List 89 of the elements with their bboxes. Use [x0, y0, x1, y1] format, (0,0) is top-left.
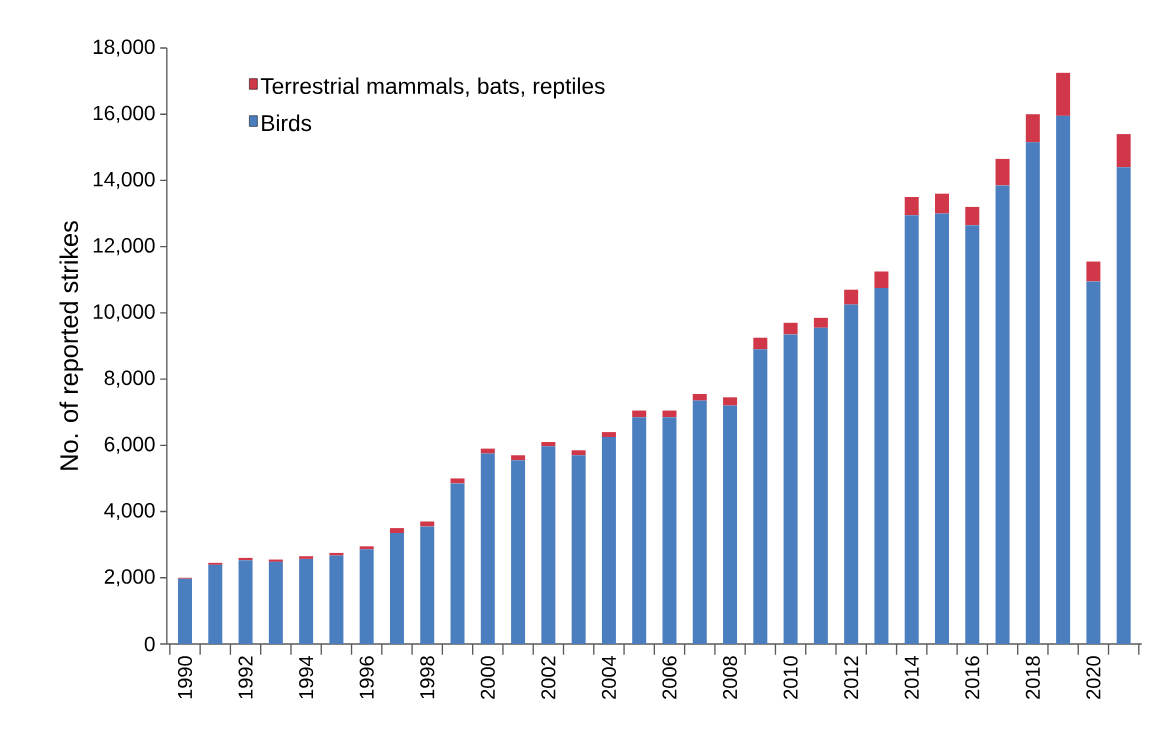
bar [359, 546, 374, 550]
y-tick-label: 0 [144, 636, 155, 652]
x-tick-label: 2012 [844, 656, 859, 699]
bar [995, 158, 1010, 186]
bar [601, 437, 616, 644]
bar [511, 455, 526, 461]
x-tick-label: 2020 [1086, 656, 1101, 699]
bar [601, 432, 616, 438]
bar [813, 327, 828, 644]
bar [1086, 281, 1101, 644]
y-tick-label: 14,000 [93, 171, 155, 189]
x-tick-label: 2002 [541, 656, 556, 699]
legend-label: Terrestrial mammals, bats, reptiles [260, 77, 605, 99]
bar [813, 317, 828, 328]
bar [420, 521, 435, 527]
y-tick-label: 16,000 [93, 105, 155, 123]
bar [934, 193, 949, 214]
bar [178, 578, 192, 644]
bar [541, 442, 556, 447]
bar [1025, 114, 1040, 143]
bar [783, 322, 798, 335]
y-tick-label: 6,000 [104, 436, 155, 454]
x-tick-label: 2016 [965, 656, 980, 699]
x-tick-label: 2014 [904, 655, 919, 699]
bar [1086, 261, 1101, 282]
bar [389, 533, 404, 644]
x-tick-label: 1990 [177, 656, 193, 699]
bar [541, 446, 556, 644]
bar [389, 528, 404, 534]
bar [480, 453, 495, 644]
bar [1116, 134, 1131, 168]
x-tick-label: 2004 [601, 655, 616, 699]
bar [753, 337, 768, 350]
bar [299, 556, 314, 559]
bar [723, 405, 738, 644]
bar [420, 526, 435, 644]
bar [450, 483, 465, 644]
legend-label: Birds [262, 114, 312, 132]
bar [844, 304, 859, 644]
bar [1056, 115, 1071, 644]
x-tick-label: 1994 [299, 655, 314, 699]
bar [995, 185, 1010, 644]
y-tick-label: 10,000 [93, 304, 155, 322]
bar [723, 397, 738, 406]
x-tick-label: 2006 [662, 656, 677, 699]
bar [450, 478, 465, 484]
bar [753, 349, 768, 644]
bar [692, 394, 707, 401]
x-tick-label: 1998 [420, 656, 435, 699]
bar [874, 271, 889, 289]
bar [571, 450, 586, 456]
bar [934, 213, 949, 644]
bar [632, 410, 647, 418]
bar [571, 455, 586, 644]
bar [208, 564, 223, 644]
bar [904, 215, 919, 644]
y-tick-label: 2,000 [104, 569, 155, 587]
x-tick-label: 2018 [1025, 656, 1040, 699]
y-tick-label: 12,000 [93, 238, 155, 256]
bar [359, 549, 374, 644]
y-tick-label: 8,000 [104, 370, 155, 388]
bar [480, 448, 495, 454]
x-tick-label: 2008 [722, 656, 738, 699]
bar [299, 558, 314, 644]
x-tick-label: 2010 [783, 656, 798, 699]
y-tick-label: 4,000 [104, 503, 155, 521]
bar [844, 289, 859, 305]
y-tick-label: 18,000 [93, 39, 155, 57]
bar [662, 410, 677, 418]
bar [632, 417, 647, 644]
bar [965, 206, 980, 226]
bar [874, 288, 889, 644]
bar [692, 400, 707, 644]
x-tick-label: 1992 [238, 656, 253, 699]
bar [511, 460, 526, 644]
bar [238, 560, 253, 644]
y-axis-title: No. of reported strikes [59, 221, 84, 470]
bar [1056, 72, 1071, 116]
bar [662, 417, 677, 644]
bar [268, 561, 283, 644]
bar [1025, 142, 1040, 644]
bar [965, 225, 980, 644]
bar [783, 334, 798, 644]
bar [1116, 167, 1131, 644]
x-tick-label: 1996 [359, 656, 374, 699]
x-tick-label: 2000 [480, 656, 495, 699]
bar [329, 555, 344, 644]
bar [329, 552, 344, 556]
bar [904, 196, 919, 216]
